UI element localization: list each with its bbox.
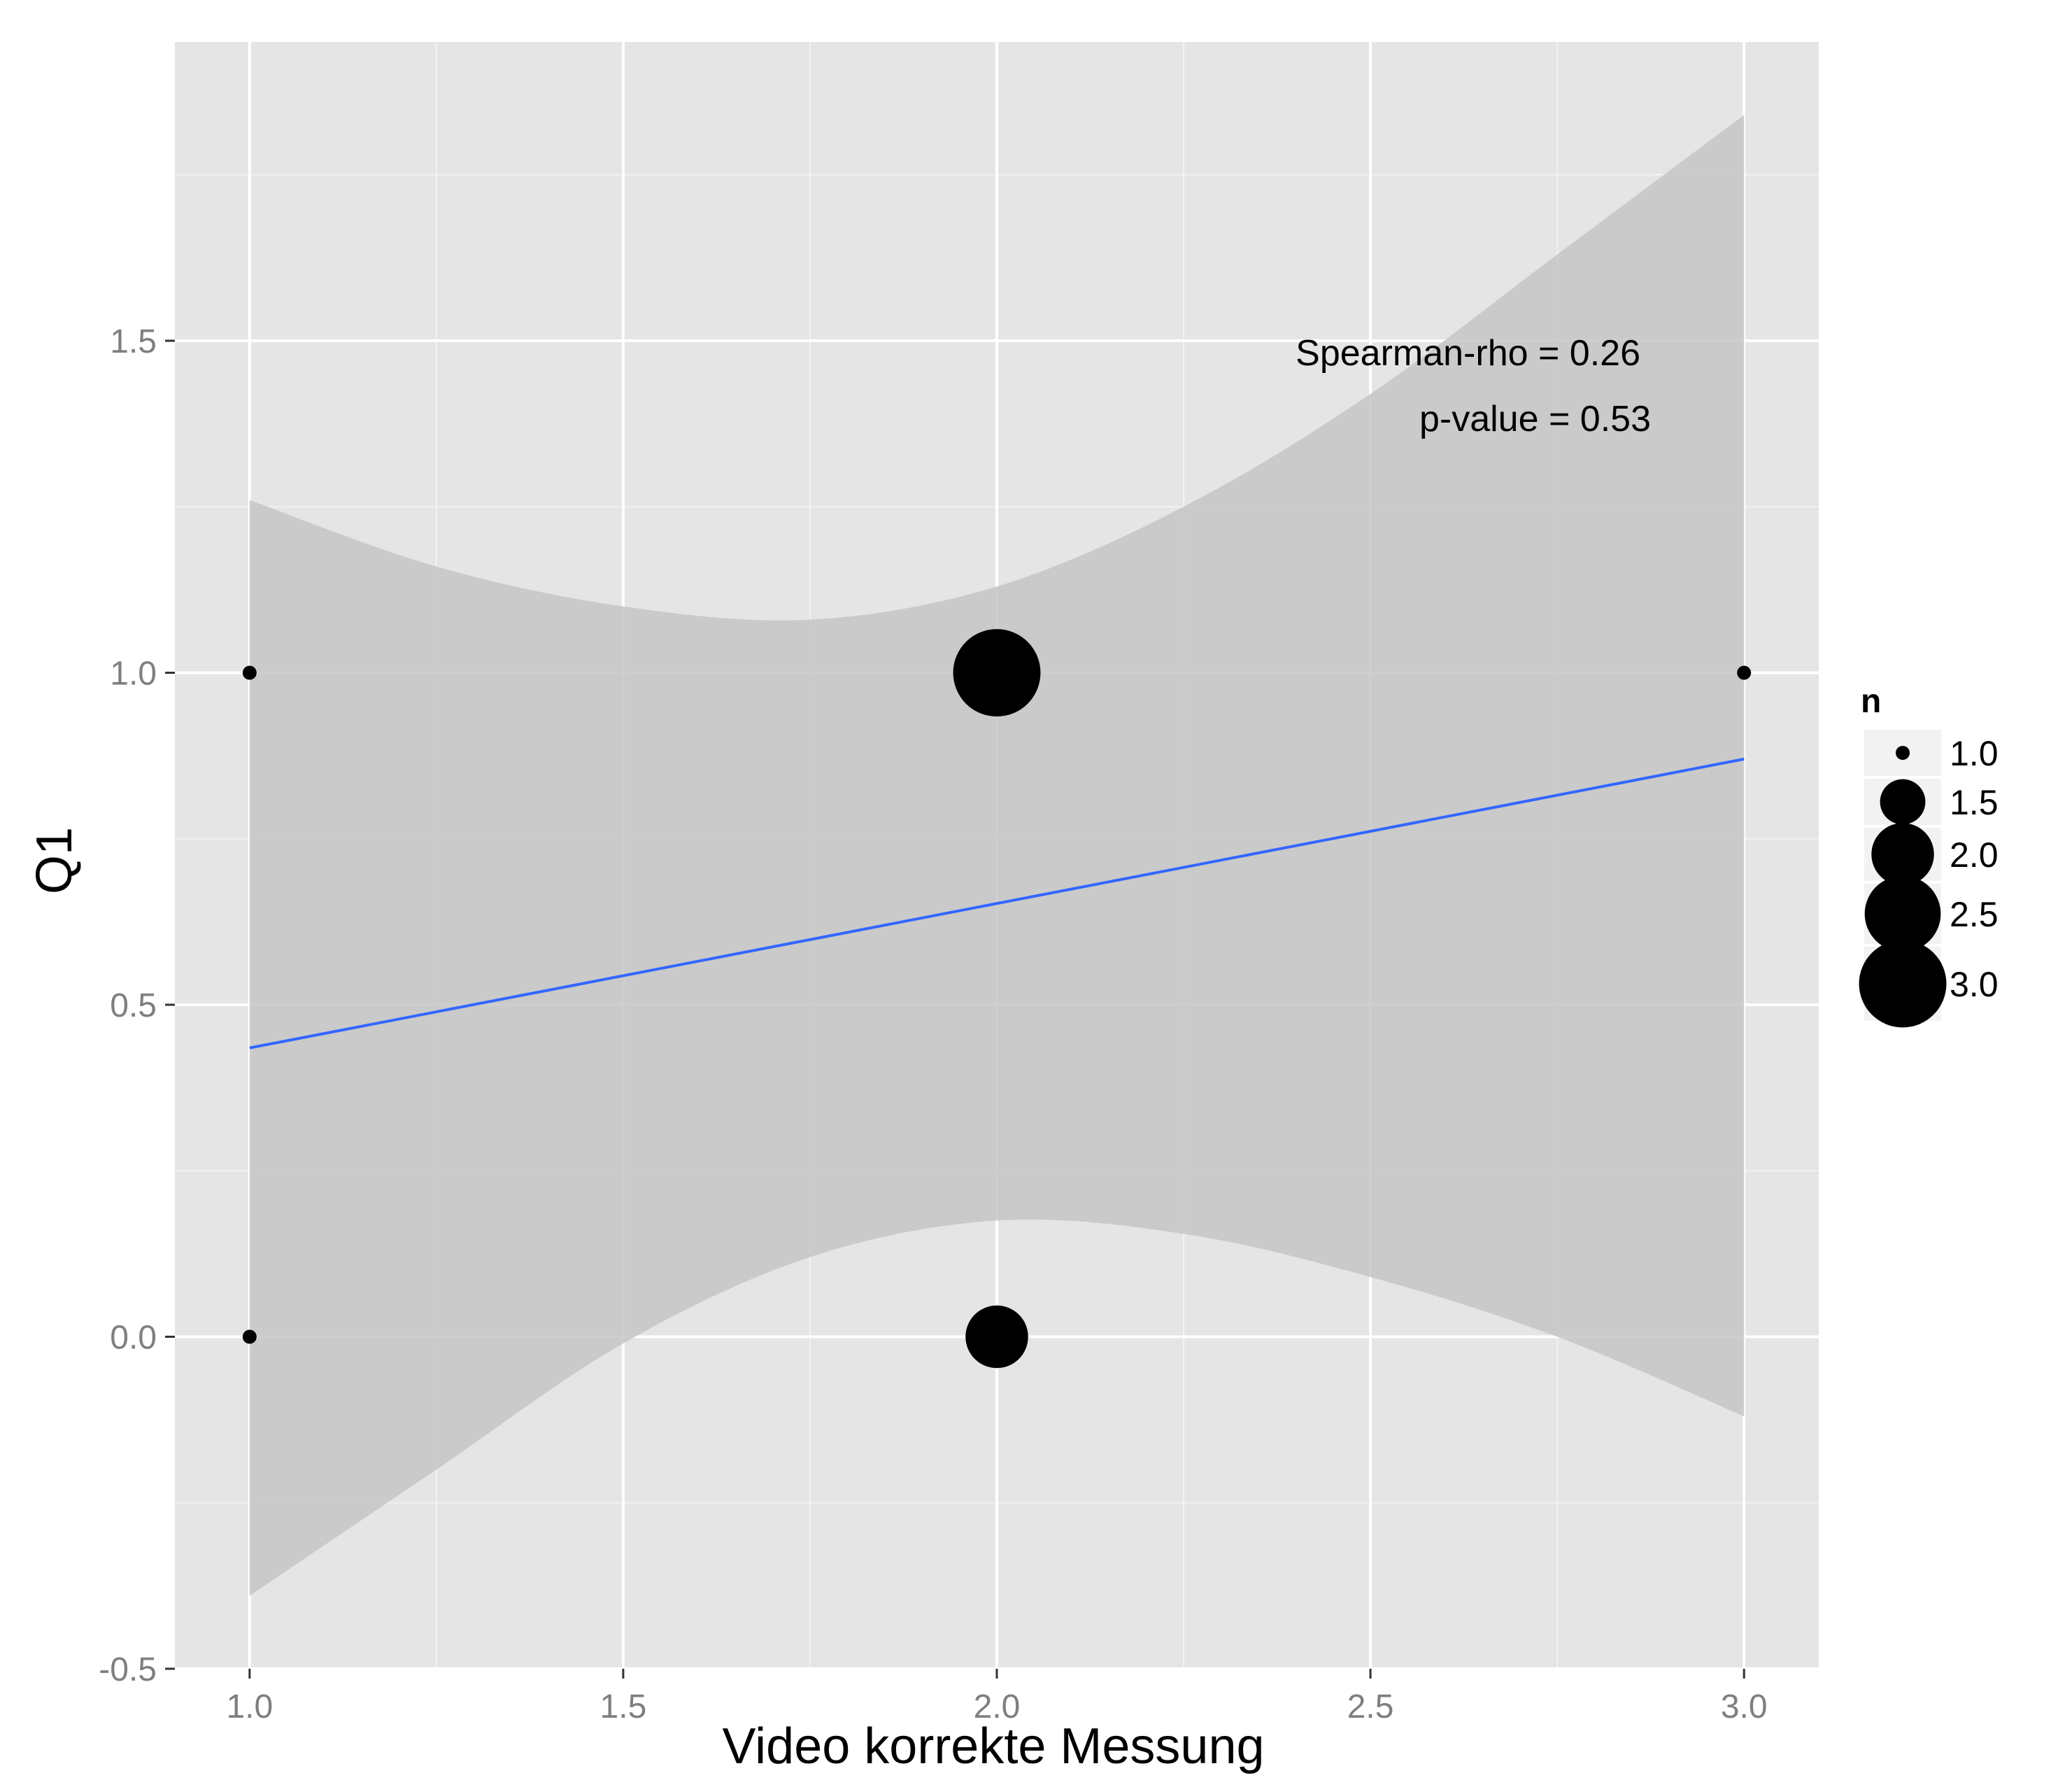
y-tick-label: 0.5: [110, 987, 157, 1024]
x-tick-label: 1.5: [600, 1688, 647, 1725]
x-tick-labels: 1.0 1.5 2.0 2.5 3.0: [226, 1688, 1767, 1725]
y-axis-title: Q1: [27, 827, 83, 894]
y-tick-labels: -0.5 0.0 0.5 1.0 1.5: [99, 323, 157, 1688]
x-tick-label: 1.0: [226, 1688, 273, 1725]
data-point: [242, 1329, 257, 1344]
data-point: [953, 629, 1041, 716]
legend: n 1.0 1.5 2.0 2.5 3.0: [1859, 683, 1999, 1028]
legend-title: n: [1861, 683, 1881, 720]
legend-point: [1864, 875, 1941, 952]
x-tick-label: 3.0: [1721, 1688, 1768, 1725]
legend-label: 1.0: [1950, 734, 1999, 773]
data-point: [965, 1305, 1028, 1369]
axis-ticks: [165, 339, 1745, 1679]
regression-line: [249, 757, 1745, 1050]
data-point: [1737, 665, 1752, 680]
legend-label: 3.0: [1950, 965, 1999, 1004]
legend-label: 1.5: [1950, 783, 1999, 822]
y-tick-label: 1.0: [110, 656, 157, 693]
annotation-p-value: p-value = 0.53: [1419, 399, 1651, 439]
data-point: [242, 665, 257, 680]
annotation-spearman: Spearman-rho = 0.26: [1296, 333, 1640, 374]
confidence-band: [249, 115, 1745, 1596]
data-points: [242, 629, 1752, 1369]
x-tick-label: 2.0: [974, 1688, 1021, 1725]
x-axis-title: Video korrekte Messung: [722, 1718, 1264, 1774]
legend-point: [1871, 823, 1934, 886]
y-tick-label: 1.5: [110, 323, 157, 360]
y-tick-label: 0.0: [110, 1320, 157, 1357]
legend-label: 2.5: [1950, 895, 1999, 934]
legend-point: [1880, 779, 1926, 825]
legend-point: [1859, 940, 1947, 1028]
x-tick-label: 2.5: [1347, 1688, 1394, 1725]
y-tick-label: -0.5: [99, 1651, 157, 1688]
legend-point: [1896, 746, 1910, 760]
legend-label: 2.0: [1950, 835, 1999, 875]
